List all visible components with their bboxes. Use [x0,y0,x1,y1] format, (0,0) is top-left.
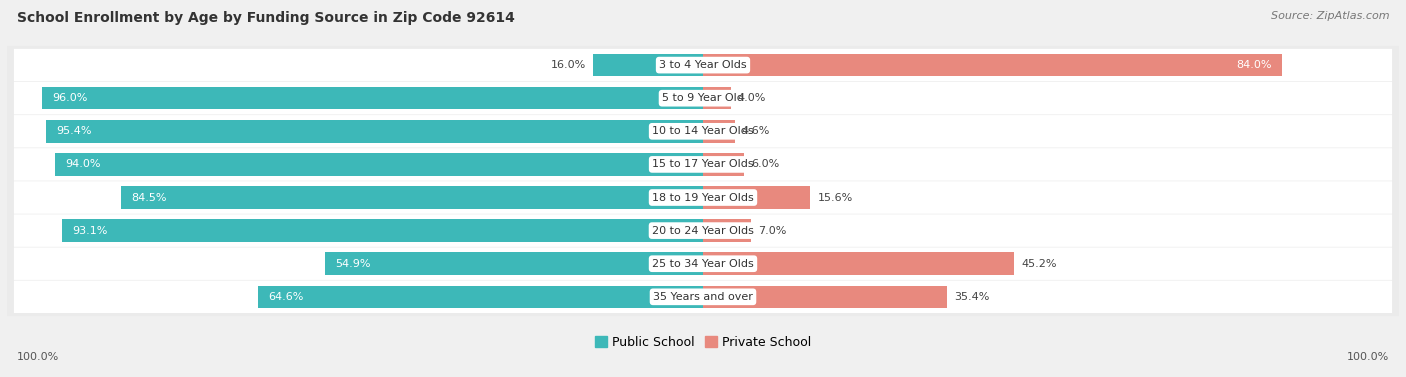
Text: 6.0%: 6.0% [751,159,779,169]
FancyBboxPatch shape [14,215,1392,247]
FancyBboxPatch shape [7,245,1399,283]
Text: 3 to 4 Year Olds: 3 to 4 Year Olds [659,60,747,70]
FancyBboxPatch shape [7,277,1399,316]
Bar [62,219,703,242]
Bar [325,253,703,275]
Text: 20 to 24 Year Olds: 20 to 24 Year Olds [652,225,754,236]
Text: 94.0%: 94.0% [66,159,101,169]
Text: 96.0%: 96.0% [52,93,87,103]
Text: 35.4%: 35.4% [953,292,990,302]
FancyBboxPatch shape [7,46,1399,84]
Text: Source: ZipAtlas.com: Source: ZipAtlas.com [1271,11,1389,21]
Text: 84.5%: 84.5% [131,193,167,202]
Text: 100.0%: 100.0% [17,352,59,362]
FancyBboxPatch shape [14,82,1392,115]
Text: 5 to 9 Year Old: 5 to 9 Year Old [662,93,744,103]
Text: 25 to 34 Year Olds: 25 to 34 Year Olds [652,259,754,269]
Bar [703,186,810,209]
FancyBboxPatch shape [14,49,1392,81]
Bar [257,285,703,308]
Bar [703,253,1014,275]
Bar [55,153,703,176]
Bar [703,219,751,242]
Text: 54.9%: 54.9% [335,259,371,269]
FancyBboxPatch shape [7,79,1399,117]
Bar [703,153,744,176]
Text: 84.0%: 84.0% [1236,60,1271,70]
Bar [42,87,703,109]
Bar [703,87,731,109]
Bar [703,54,1282,77]
FancyBboxPatch shape [7,145,1399,184]
Text: 16.0%: 16.0% [551,60,586,70]
Text: 4.6%: 4.6% [741,126,770,136]
Text: 93.1%: 93.1% [72,225,107,236]
FancyBboxPatch shape [14,280,1392,313]
Bar [703,120,735,143]
Text: 15.6%: 15.6% [817,193,852,202]
Text: 4.0%: 4.0% [738,93,766,103]
Text: 10 to 14 Year Olds: 10 to 14 Year Olds [652,126,754,136]
Text: 7.0%: 7.0% [758,225,786,236]
FancyBboxPatch shape [7,112,1399,150]
FancyBboxPatch shape [14,115,1392,147]
Text: 100.0%: 100.0% [1347,352,1389,362]
Text: 15 to 17 Year Olds: 15 to 17 Year Olds [652,159,754,169]
FancyBboxPatch shape [14,247,1392,280]
Bar [593,54,703,77]
Legend: Public School, Private School: Public School, Private School [589,331,817,354]
Bar [121,186,703,209]
FancyBboxPatch shape [14,181,1392,214]
FancyBboxPatch shape [7,211,1399,250]
FancyBboxPatch shape [7,178,1399,217]
FancyBboxPatch shape [14,148,1392,181]
Text: School Enrollment by Age by Funding Source in Zip Code 92614: School Enrollment by Age by Funding Sour… [17,11,515,25]
Text: 45.2%: 45.2% [1021,259,1057,269]
Bar [46,120,703,143]
Text: 95.4%: 95.4% [56,126,91,136]
Text: 35 Years and over: 35 Years and over [652,292,754,302]
Bar [703,285,946,308]
Text: 64.6%: 64.6% [269,292,304,302]
Text: 18 to 19 Year Olds: 18 to 19 Year Olds [652,193,754,202]
